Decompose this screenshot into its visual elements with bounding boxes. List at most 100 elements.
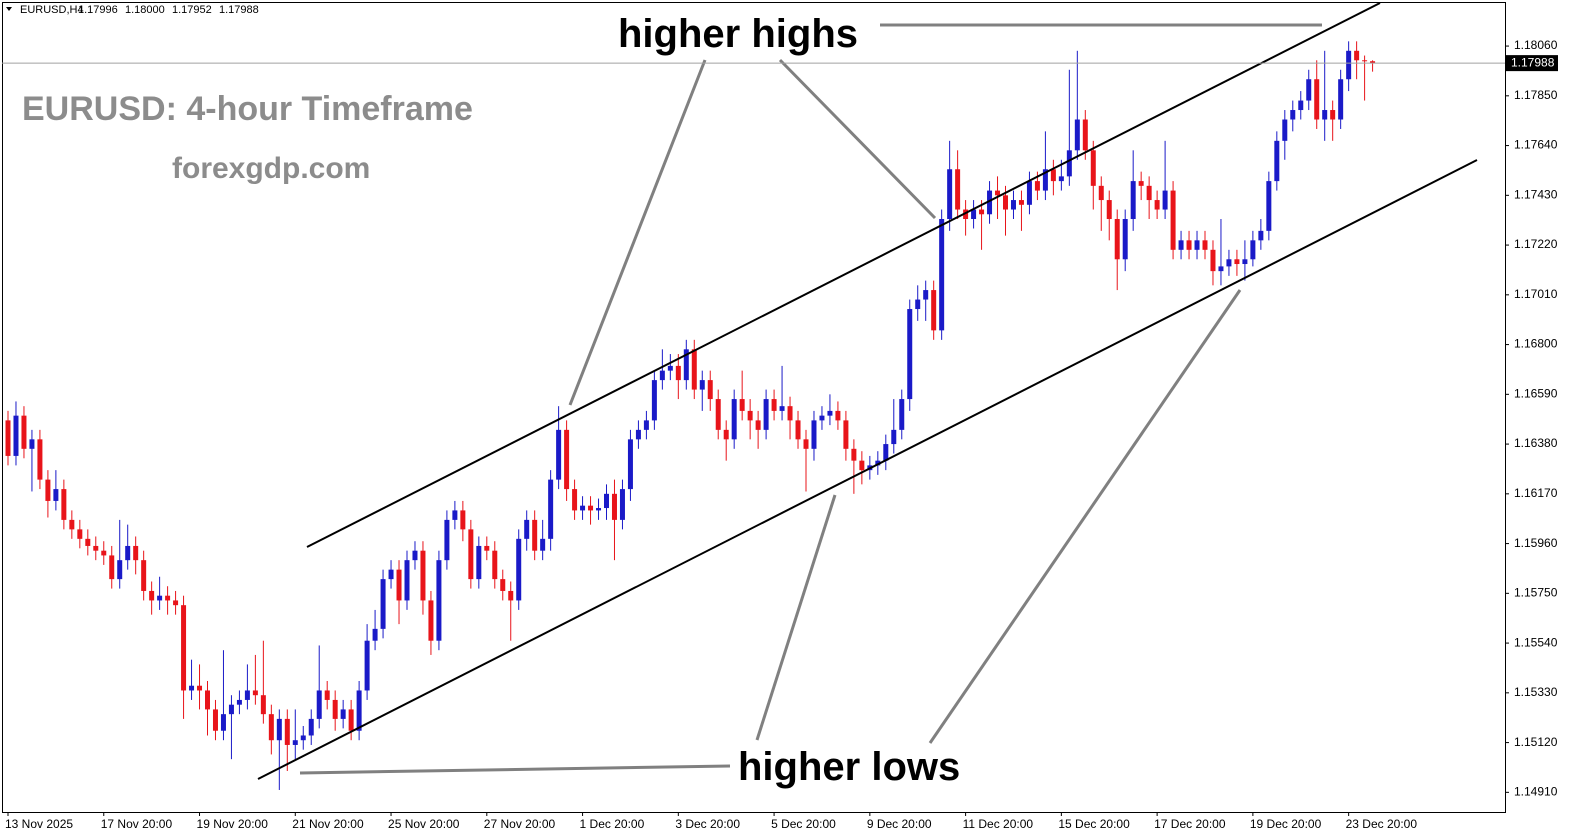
candle-body xyxy=(1042,169,1048,191)
current-price-label: 1.17988 xyxy=(1511,55,1555,69)
x-tick-label: 17 Dec 20:00 xyxy=(1154,817,1226,831)
candle-body xyxy=(987,190,993,215)
candle-body xyxy=(5,420,11,456)
candle-body xyxy=(173,600,179,606)
header-price: 1.17952 xyxy=(172,4,212,16)
candle-body xyxy=(404,560,410,601)
candle-body xyxy=(1362,60,1368,62)
pointer-line xyxy=(755,494,837,741)
candle-body xyxy=(228,704,234,715)
candle-body xyxy=(396,569,402,601)
candle-body xyxy=(476,545,482,580)
x-tick-label: 25 Nov 20:00 xyxy=(388,817,460,831)
candle-body xyxy=(133,545,139,561)
candle-body xyxy=(907,309,913,400)
header-prices: 1.17996 1.18000 1.17952 1.17988 xyxy=(78,4,259,16)
candle-body xyxy=(1282,119,1288,141)
candle-body xyxy=(851,448,857,461)
y-tick-label: 1.17220 xyxy=(1514,237,1558,251)
candle-body xyxy=(1354,50,1360,61)
candle-body xyxy=(1322,110,1328,120)
candle-body xyxy=(1202,240,1208,250)
candle-body xyxy=(412,550,418,561)
candle-body xyxy=(1258,230,1264,241)
x-tick-label: 21 Nov 20:00 xyxy=(292,817,364,831)
candle-body xyxy=(883,444,889,461)
candle-body xyxy=(1330,110,1336,120)
y-tick-label: 1.18060 xyxy=(1514,38,1558,52)
candle-body xyxy=(979,209,985,215)
candle-body xyxy=(117,560,123,580)
candle-body xyxy=(955,169,961,210)
pointer-line xyxy=(299,764,731,775)
candle-body xyxy=(436,560,442,641)
x-tick-label: 15 Dec 20:00 xyxy=(1058,817,1130,831)
candle-body xyxy=(1162,190,1168,210)
candle-body xyxy=(1250,240,1256,260)
pointer-line xyxy=(928,289,1242,744)
candle-body xyxy=(931,290,937,331)
current-price-box xyxy=(1506,55,1558,72)
candle-body xyxy=(572,489,578,511)
candle-body xyxy=(364,640,370,691)
candle-body xyxy=(1034,181,1040,191)
candle-body xyxy=(1242,259,1248,265)
header-symbol: EURUSD,H4 xyxy=(20,4,84,16)
candle-body xyxy=(1090,150,1096,186)
candle-body xyxy=(811,420,817,449)
chart-title: EURUSD: 4-hour Timeframe xyxy=(22,90,473,128)
candle-body xyxy=(1106,200,1112,220)
candle-body xyxy=(683,349,689,381)
candle-body xyxy=(1274,140,1280,182)
candle-body xyxy=(316,690,322,719)
candle-body xyxy=(731,399,737,440)
candle-body xyxy=(508,590,514,601)
y-tick-label: 1.15120 xyxy=(1514,735,1558,749)
candle-body xyxy=(1194,240,1200,250)
candle-body xyxy=(61,489,67,520)
candle-body xyxy=(69,519,75,530)
candle-body xyxy=(939,219,945,331)
candle-body xyxy=(260,695,266,715)
candle-body xyxy=(1298,100,1304,111)
candle-body xyxy=(492,550,498,580)
candle-body xyxy=(963,209,969,220)
candle-body xyxy=(149,590,155,601)
candle-body xyxy=(859,460,865,471)
annotation: higher lows xyxy=(738,745,960,789)
y-tick-label: 1.17640 xyxy=(1514,138,1558,152)
candle-body xyxy=(675,365,681,381)
y-tick-label: 1.16800 xyxy=(1514,337,1558,351)
header-price: 1.18000 xyxy=(125,4,165,16)
candle-body xyxy=(109,555,115,580)
candle-body xyxy=(667,365,673,371)
candle-body xyxy=(1146,185,1152,201)
candle-body xyxy=(484,545,490,551)
candle-body xyxy=(524,519,530,539)
candle-body xyxy=(101,550,107,556)
candle-body xyxy=(189,685,195,691)
candle-body xyxy=(1122,219,1128,260)
candle-body xyxy=(53,489,59,501)
candle-body xyxy=(1026,181,1032,205)
candle-body xyxy=(843,420,849,449)
candle-body xyxy=(1130,181,1136,220)
y-tick-label: 1.15330 xyxy=(1514,685,1558,699)
candle-body xyxy=(444,519,450,561)
candle-body xyxy=(564,429,570,490)
candle-body xyxy=(971,209,977,220)
candle-body xyxy=(500,579,506,591)
candle-body xyxy=(532,519,538,551)
candle-body xyxy=(1290,110,1296,120)
y-tick-label: 1.17430 xyxy=(1514,187,1558,201)
candle-body xyxy=(340,709,346,719)
candle-body xyxy=(835,410,841,421)
candle-body xyxy=(651,380,657,421)
pointer-lines xyxy=(299,23,1322,775)
candle-body xyxy=(1058,176,1064,182)
annotation: higher highs xyxy=(618,12,858,56)
candle-body xyxy=(1178,240,1184,250)
candle-body xyxy=(803,439,809,449)
